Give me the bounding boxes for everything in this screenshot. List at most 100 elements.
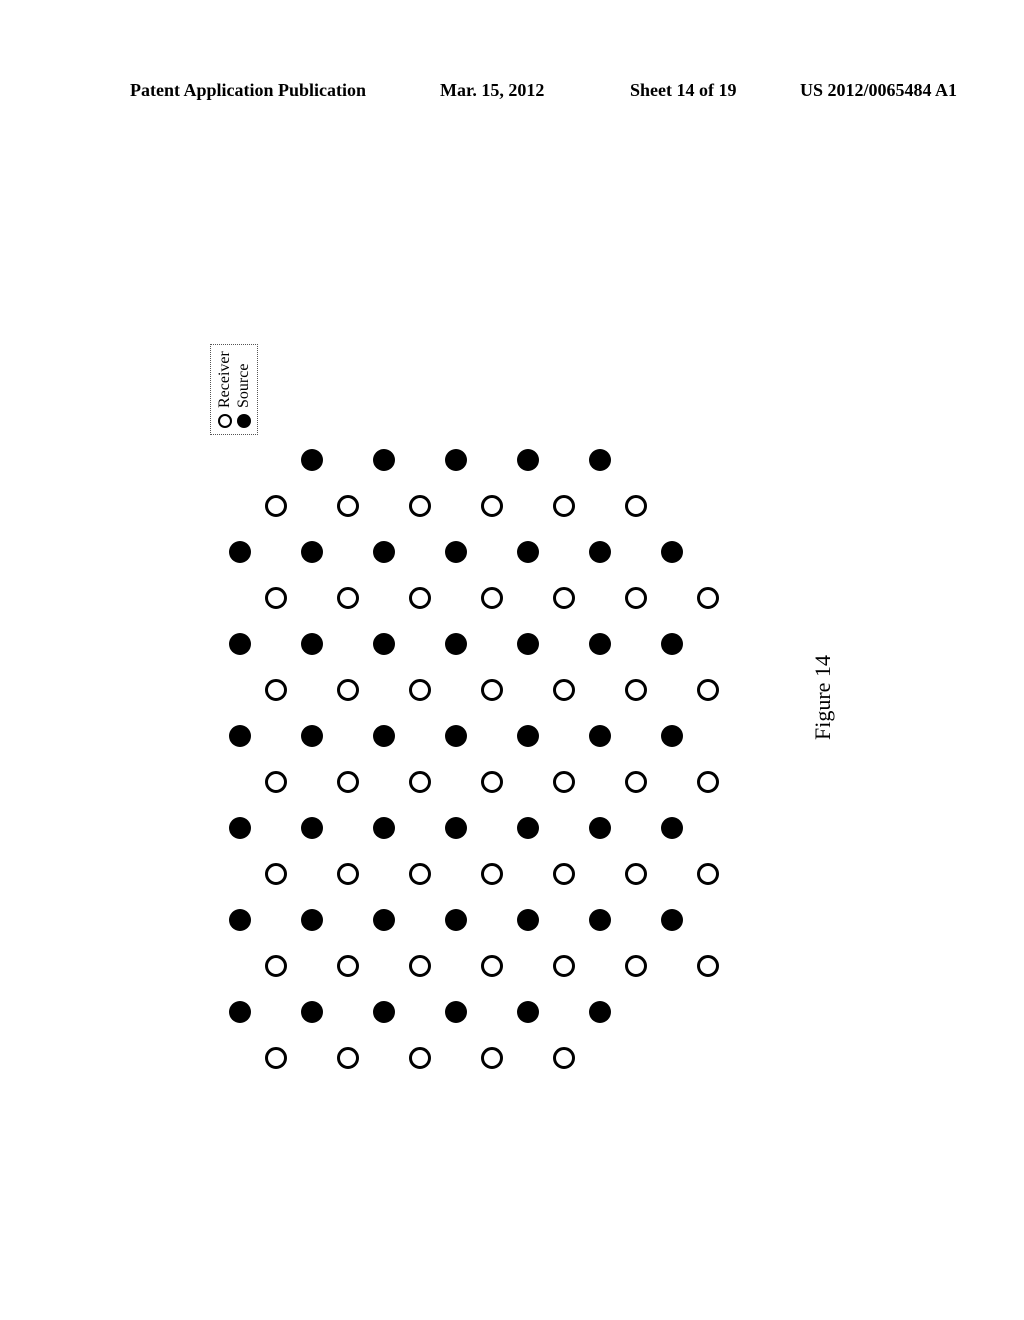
source-dot xyxy=(589,725,611,747)
receiver-dot xyxy=(409,771,431,793)
source-dot xyxy=(589,541,611,563)
source-dot xyxy=(373,725,395,747)
receiver-dot xyxy=(553,679,575,701)
receiver-dot xyxy=(337,495,359,517)
receiver-dot xyxy=(265,495,287,517)
legend-box: Receiver Source xyxy=(210,344,258,435)
receiver-dot xyxy=(409,495,431,517)
source-dot xyxy=(229,633,251,655)
source-dot xyxy=(301,725,323,747)
source-dot xyxy=(589,449,611,471)
receiver-dot xyxy=(265,587,287,609)
source-dot xyxy=(445,817,467,839)
receiver-dot xyxy=(337,1047,359,1069)
receiver-dot xyxy=(337,771,359,793)
source-dot xyxy=(661,817,683,839)
source-dot xyxy=(517,817,539,839)
source-dot xyxy=(301,1001,323,1023)
receiver-dot xyxy=(625,955,647,977)
figure-caption: Figure 14 xyxy=(810,655,836,740)
receiver-dot xyxy=(553,771,575,793)
receiver-dot xyxy=(409,863,431,885)
source-dot xyxy=(373,541,395,563)
source-dot xyxy=(229,541,251,563)
receiver-dot xyxy=(697,587,719,609)
source-dot xyxy=(445,449,467,471)
receiver-dot xyxy=(481,1047,503,1069)
receiver-dot xyxy=(409,1047,431,1069)
receiver-dot xyxy=(337,863,359,885)
source-dot xyxy=(229,909,251,931)
source-dot xyxy=(301,449,323,471)
source-dot xyxy=(517,725,539,747)
receiver-dot xyxy=(625,771,647,793)
receiver-dot xyxy=(553,863,575,885)
source-dot xyxy=(301,817,323,839)
source-dot xyxy=(589,633,611,655)
source-dot xyxy=(301,541,323,563)
source-dot xyxy=(301,633,323,655)
receiver-dot xyxy=(337,679,359,701)
source-dot xyxy=(517,633,539,655)
source-dot xyxy=(589,817,611,839)
receiver-dot xyxy=(697,955,719,977)
receiver-dot xyxy=(625,863,647,885)
legend-receiver-row: Receiver xyxy=(215,351,234,428)
receiver-dot xyxy=(265,679,287,701)
receiver-dot xyxy=(337,587,359,609)
receiver-dot xyxy=(409,587,431,609)
source-dot xyxy=(661,633,683,655)
source-dot xyxy=(589,909,611,931)
receiver-dot xyxy=(697,863,719,885)
receiver-dot xyxy=(481,771,503,793)
source-dot xyxy=(229,725,251,747)
source-dot xyxy=(373,817,395,839)
receiver-dot xyxy=(265,1047,287,1069)
source-dot xyxy=(589,1001,611,1023)
receiver-dot xyxy=(697,679,719,701)
source-dot xyxy=(517,541,539,563)
figure-stage xyxy=(0,0,1024,1320)
source-dot xyxy=(229,817,251,839)
receiver-dot xyxy=(481,587,503,609)
source-dot xyxy=(661,909,683,931)
source-dot xyxy=(373,1001,395,1023)
receiver-dot xyxy=(553,1047,575,1069)
source-dot xyxy=(661,725,683,747)
receiver-icon xyxy=(218,414,232,428)
source-dot xyxy=(517,909,539,931)
receiver-dot xyxy=(481,955,503,977)
receiver-dot xyxy=(265,771,287,793)
source-dot xyxy=(445,725,467,747)
receiver-dot xyxy=(481,863,503,885)
source-dot xyxy=(517,1001,539,1023)
source-dot xyxy=(445,909,467,931)
receiver-dot xyxy=(481,495,503,517)
receiver-dot xyxy=(481,679,503,701)
receiver-dot xyxy=(553,955,575,977)
legend-source-row: Source xyxy=(234,351,253,428)
source-dot xyxy=(445,1001,467,1023)
source-dot xyxy=(517,449,539,471)
source-dot xyxy=(373,909,395,931)
receiver-dot xyxy=(553,495,575,517)
receiver-dot xyxy=(553,587,575,609)
source-dot xyxy=(445,541,467,563)
source-dot xyxy=(301,909,323,931)
source-dot xyxy=(229,1001,251,1023)
receiver-dot xyxy=(337,955,359,977)
source-dot xyxy=(445,633,467,655)
legend-receiver-label: Receiver xyxy=(215,351,234,408)
legend-source-label: Source xyxy=(234,364,253,408)
receiver-dot xyxy=(625,495,647,517)
source-dot xyxy=(661,541,683,563)
source-dot xyxy=(373,633,395,655)
receiver-dot xyxy=(409,955,431,977)
source-dot xyxy=(373,449,395,471)
receiver-dot xyxy=(625,679,647,701)
receiver-dot xyxy=(265,863,287,885)
receiver-dot xyxy=(265,955,287,977)
receiver-dot xyxy=(409,679,431,701)
receiver-dot xyxy=(625,587,647,609)
source-icon xyxy=(237,414,251,428)
